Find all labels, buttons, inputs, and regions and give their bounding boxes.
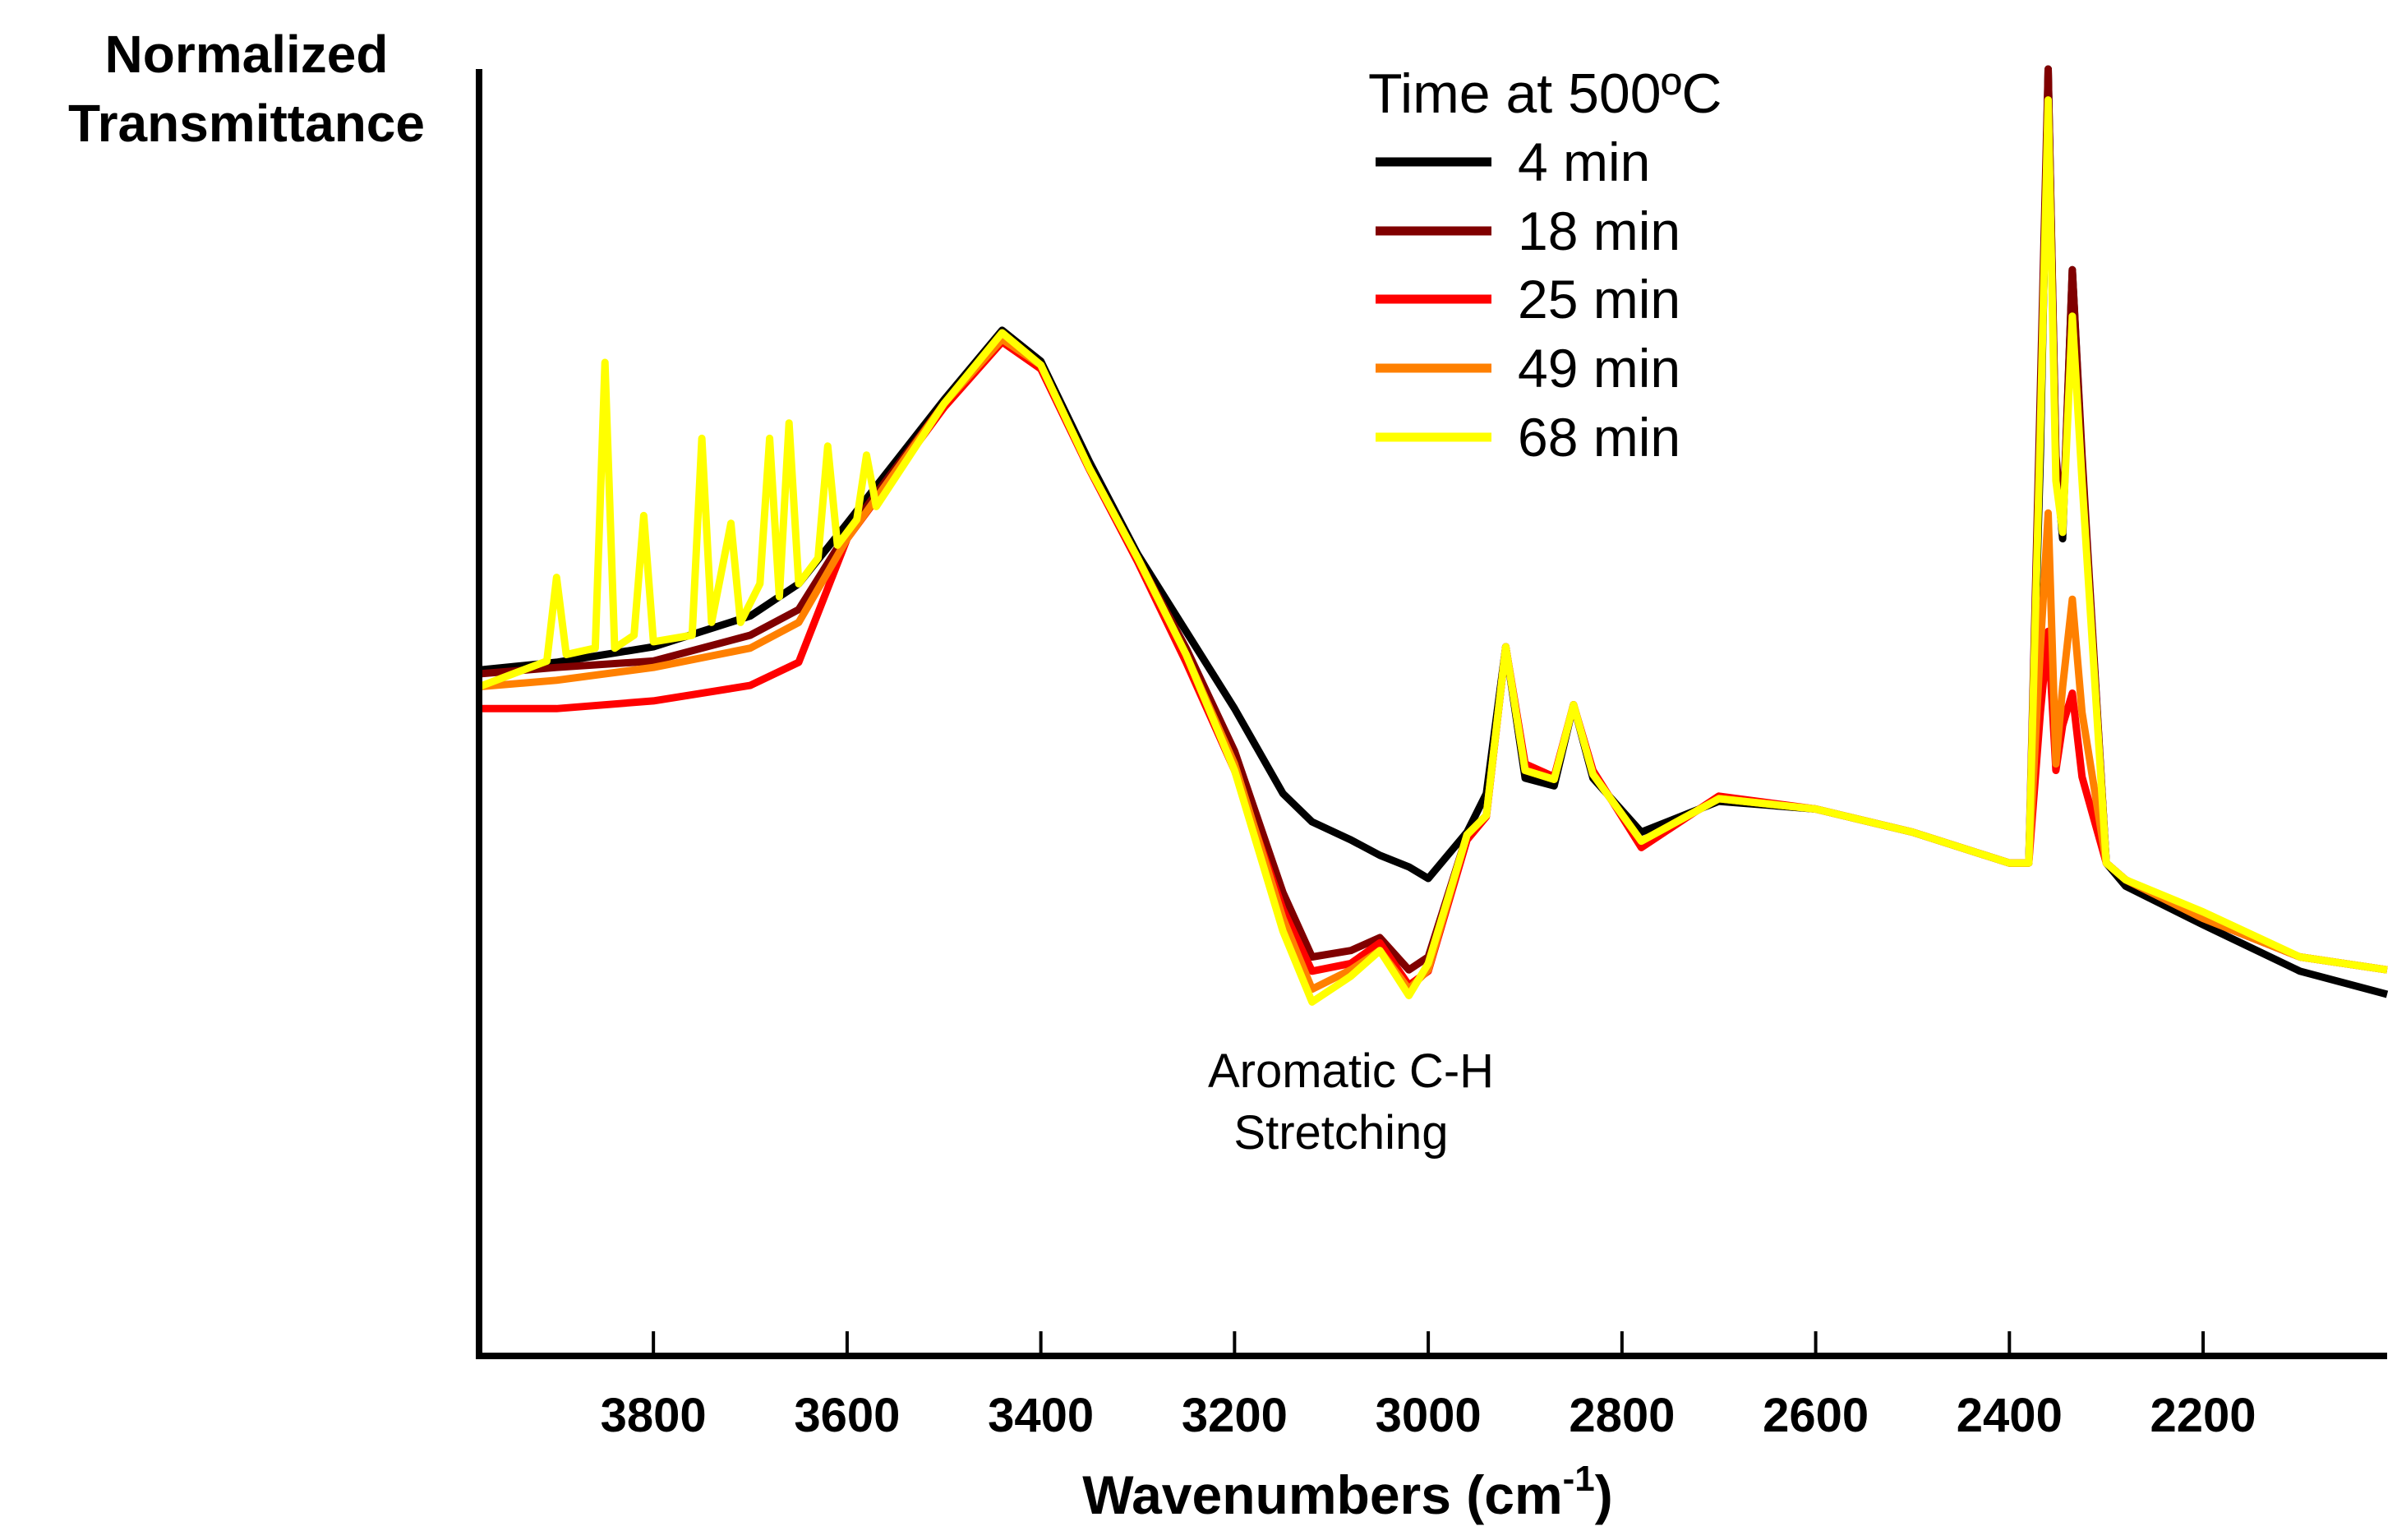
- x-tick-label: 3200: [1182, 1389, 1288, 1442]
- x-tick-label: 2400: [1957, 1389, 2063, 1442]
- x-tick-label: 3000: [1376, 1389, 1482, 1442]
- legend-label: 18 min: [1518, 201, 1680, 261]
- x-tick-label: 3800: [601, 1389, 707, 1442]
- x-axis-label-main: Wavenumbers (cm: [1082, 1464, 1562, 1525]
- series-layer: [477, 65, 2389, 1006]
- x-axis-label-sup: -1: [1563, 1459, 1595, 1499]
- legend-title: Time at 500ºC: [1368, 62, 1722, 125]
- legend-label: 25 min: [1518, 269, 1680, 330]
- x-tick-label: 2600: [1763, 1389, 1869, 1442]
- y-axis-label-line1: Normalized: [105, 25, 389, 84]
- legend-label: 4 min: [1518, 131, 1650, 192]
- x-tick-label: 2800: [1569, 1389, 1675, 1442]
- x-tick-label: 2200: [2150, 1389, 2256, 1442]
- annotation-line2: Stretching: [1233, 1106, 1448, 1160]
- legend-label: 49 min: [1518, 338, 1680, 399]
- series-line-68-min: [477, 96, 2388, 1006]
- x-ticks: 3800 3600 3400 3200 3000 2800 2600 2400 2200: [601, 1331, 2256, 1442]
- legend: Time at 500ºC 4 min 18 min 25 min 49 min 68 …: [1368, 62, 1722, 468]
- x-axis-label-close: ): [1595, 1464, 1613, 1525]
- annotation-line1: Aromatic C-H: [1208, 1044, 1494, 1098]
- legend-label: 68 min: [1518, 407, 1680, 468]
- x-axis-label: Wavenumbers (cm-1): [1082, 1459, 1613, 1525]
- y-axis-label-line2: Transmittance: [68, 94, 425, 153]
- x-tick-label: 3400: [988, 1389, 1094, 1442]
- x-tick-label: 3600: [794, 1389, 900, 1442]
